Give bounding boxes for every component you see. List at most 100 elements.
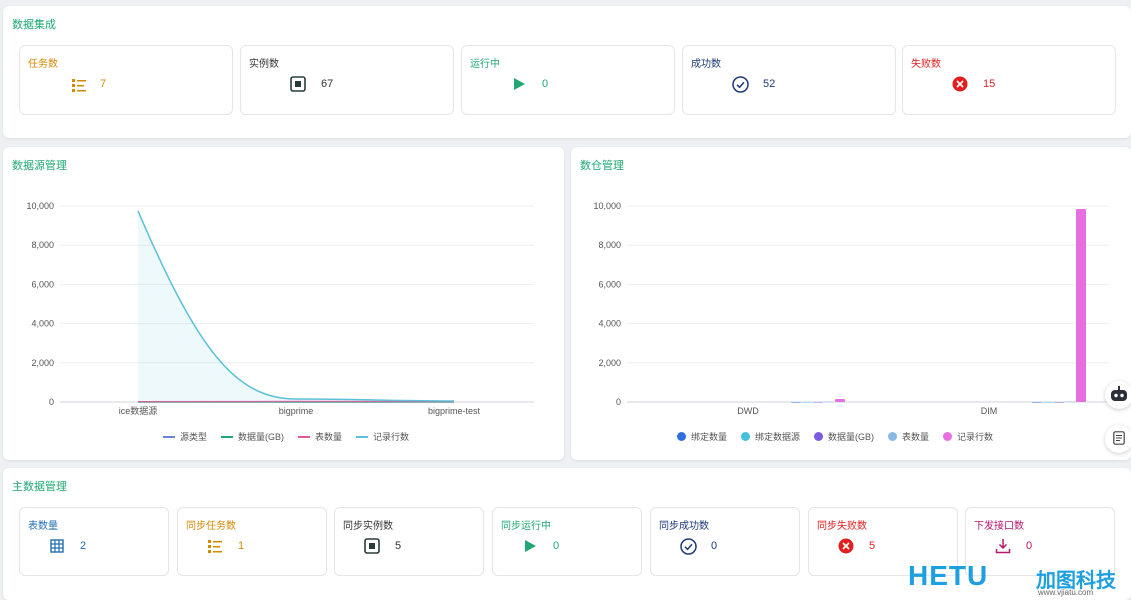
card-sync-failed[interactable]: 同步失败数 5 bbox=[808, 507, 958, 576]
legend-item[interactable]: 源类型 bbox=[163, 430, 207, 443]
bar-1-1 bbox=[1043, 402, 1053, 403]
assistant-robot-button[interactable] bbox=[1105, 381, 1131, 409]
card-label: 失败数 bbox=[911, 59, 941, 70]
card-label: 运行中 bbox=[470, 59, 500, 70]
card-label: 同步运行中 bbox=[501, 521, 551, 532]
card-sync-running[interactable]: 同步运行中 0 bbox=[492, 507, 642, 576]
card-value: 0 bbox=[1026, 540, 1033, 552]
card-value: 0 bbox=[542, 78, 549, 90]
card-value: 7 bbox=[100, 78, 107, 90]
y-tick-label: 4,000 bbox=[598, 319, 621, 329]
notes-button[interactable] bbox=[1105, 425, 1131, 453]
card-task-count[interactable]: 任务数 7 bbox=[19, 45, 233, 115]
list-icon bbox=[70, 76, 88, 94]
bar-1-2 bbox=[1054, 402, 1064, 403]
panel-title-master: 主数据管理 bbox=[12, 481, 67, 493]
y-tick-label: 6,000 bbox=[31, 279, 54, 289]
legend-item[interactable]: 表数量 bbox=[298, 430, 342, 443]
master-panel: 主数据管理 表数量 2 同步任务数 1 同步实例数 5 同步运行中 0 同步成功… bbox=[3, 468, 1131, 600]
card-value: 5 bbox=[869, 540, 876, 552]
stop-square-icon bbox=[289, 75, 307, 93]
card-label: 表数量 bbox=[28, 521, 58, 532]
y-tick-label: 10,000 bbox=[26, 201, 54, 211]
y-tick-label: 8,000 bbox=[598, 240, 621, 250]
y-tick-label: 0 bbox=[49, 397, 54, 407]
card-failed[interactable]: 失败数 15 bbox=[902, 45, 1116, 115]
legend-item[interactable]: 记录行数 bbox=[943, 430, 993, 443]
card-value: 5 bbox=[395, 540, 402, 552]
card-value: 2 bbox=[80, 540, 87, 552]
card-interface-count[interactable]: 下发接口数 0 bbox=[965, 507, 1115, 576]
document-icon bbox=[1113, 430, 1125, 448]
card-running[interactable]: 运行中 0 bbox=[461, 45, 675, 115]
warehouse-legend: 绑定数量 绑定数据源 数据量(GB) 表数量 记录行数 bbox=[677, 430, 993, 443]
card-table-count[interactable]: 表数量 2 bbox=[19, 507, 169, 576]
play-icon bbox=[521, 537, 539, 555]
stop-square-icon bbox=[363, 537, 381, 555]
card-value: 52 bbox=[763, 78, 776, 90]
card-label: 成功数 bbox=[691, 59, 721, 70]
legend-item[interactable]: 数据量(GB) bbox=[814, 430, 874, 443]
card-sync-task-count[interactable]: 同步任务数 1 bbox=[177, 507, 327, 576]
play-icon bbox=[510, 75, 528, 93]
legend-item[interactable]: 数据量(GB) bbox=[221, 430, 284, 443]
card-value: 1 bbox=[238, 540, 245, 552]
datasource-legend: 源类型 数据量(GB) 表数量 记录行数 bbox=[163, 430, 409, 443]
panel-title-integration: 数据集成 bbox=[12, 19, 56, 31]
card-value: 0 bbox=[711, 540, 718, 552]
card-label: 任务数 bbox=[28, 59, 58, 70]
card-value: 15 bbox=[983, 78, 996, 90]
legend-item[interactable]: 绑定数量 bbox=[677, 430, 727, 443]
bar-0-2 bbox=[813, 402, 823, 403]
series-line-3 bbox=[137, 210, 455, 402]
warehouse-chart: 0 2,000 4,000 6,000 8,000 10,000 DWD DIM bbox=[593, 201, 1109, 416]
card-label: 同步实例数 bbox=[343, 521, 393, 532]
integration-panel: 数据集成 任务数 7 实例数 67 运行中 0 成功数 52 失败数 15 bbox=[3, 6, 1131, 138]
bar-0-3 bbox=[824, 401, 834, 403]
error-circle-icon bbox=[837, 537, 855, 555]
x-tick-label: DWD bbox=[737, 406, 759, 416]
bar-0-4 bbox=[835, 399, 845, 402]
card-sync-instance-count[interactable]: 同步实例数 5 bbox=[334, 507, 484, 576]
check-circle-icon bbox=[731, 75, 749, 93]
x-tick-label: bigprime-test bbox=[428, 406, 481, 416]
x-tick-label: DIM bbox=[981, 406, 998, 416]
legend-item[interactable]: 记录行数 bbox=[356, 430, 409, 443]
x-tick-label: bigprime bbox=[279, 406, 314, 416]
datasource-panel: 数据源管理 0 2,000 4,000 6,000 8,000 10,000 ice数据源 b… bbox=[3, 147, 564, 460]
y-tick-label: 4,000 bbox=[31, 319, 54, 329]
card-label: 同步失败数 bbox=[817, 521, 867, 532]
x-tick-label: ice数据源 bbox=[119, 405, 158, 416]
bar-1-0 bbox=[1032, 402, 1042, 403]
y-tick-label: 2,000 bbox=[31, 358, 54, 368]
y-tick-label: 10,000 bbox=[593, 201, 621, 211]
card-instance-count[interactable]: 实例数 67 bbox=[240, 45, 454, 115]
legend-item[interactable]: 表数量 bbox=[888, 430, 929, 443]
panel-title-datasource: 数据源管理 bbox=[12, 160, 67, 172]
card-label: 同步成功数 bbox=[659, 521, 709, 532]
check-circle-icon bbox=[679, 537, 697, 555]
y-tick-label: 8,000 bbox=[31, 240, 54, 250]
card-success[interactable]: 成功数 52 bbox=[682, 45, 896, 115]
card-sync-success[interactable]: 同步成功数 0 bbox=[650, 507, 800, 576]
series-area-3 bbox=[138, 210, 454, 402]
bar-0-1 bbox=[802, 402, 812, 403]
bar-1-3 bbox=[1065, 401, 1075, 403]
hetu-watermark-logo: HETU 加图科技 www.vjiatu.com bbox=[908, 560, 1116, 597]
list-icon bbox=[206, 537, 224, 555]
panel-title-warehouse: 数仓管理 bbox=[580, 160, 624, 172]
legend-item[interactable]: 绑定数据源 bbox=[741, 430, 800, 443]
y-tick-label: 6,000 bbox=[598, 279, 621, 289]
table-grid-icon bbox=[48, 537, 66, 555]
robot-icon bbox=[1110, 385, 1128, 405]
card-label: 下发接口数 bbox=[974, 521, 1024, 532]
bar-0-0 bbox=[791, 402, 801, 403]
y-tick-label: 2,000 bbox=[598, 358, 621, 368]
error-circle-icon bbox=[951, 75, 969, 93]
y-tick-label: 0 bbox=[616, 397, 621, 407]
warehouse-panel: 数仓管理 0 2,000 4,000 6,000 8,000 10,000 DWD DIM 绑… bbox=[571, 147, 1131, 460]
bar-1-4 bbox=[1076, 208, 1086, 402]
card-value: 0 bbox=[553, 540, 560, 552]
datasource-chart: 0 2,000 4,000 6,000 8,000 10,000 ice数据源 bigprim… bbox=[26, 201, 534, 416]
download-icon bbox=[994, 537, 1012, 555]
